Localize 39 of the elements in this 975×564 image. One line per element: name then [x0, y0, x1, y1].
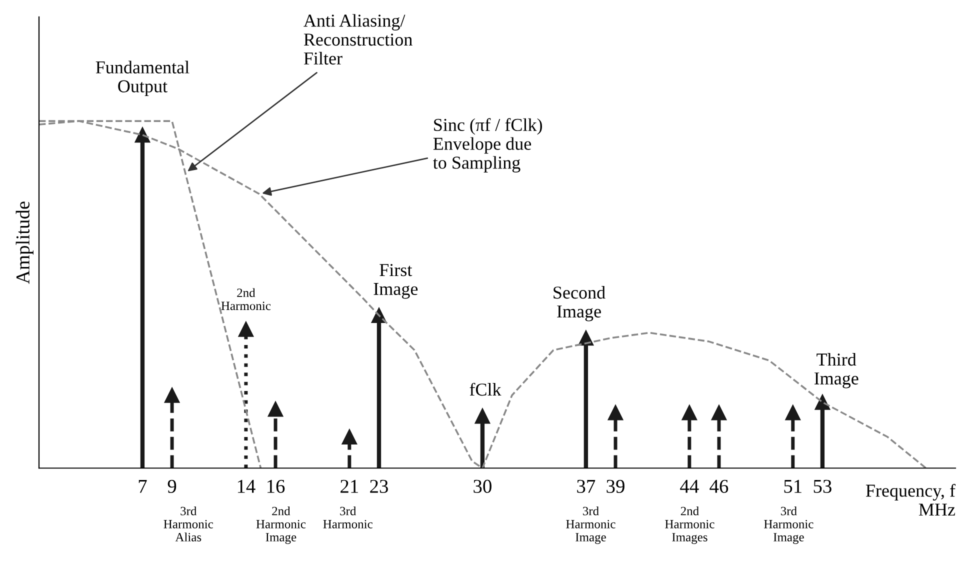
annotation: First Image: [374, 264, 418, 299]
x-tick-label: 14: [238, 480, 256, 493]
x-tick-label: 7: [138, 480, 147, 493]
annotation: Anti Aliasing/ Reconstruction Filter: [304, 14, 412, 65]
point: [682, 404, 698, 420]
x-tick-label: 46: [710, 480, 728, 493]
point: [608, 404, 624, 420]
text: 2nd Harmonic Images: [665, 506, 714, 544]
point: [342, 429, 358, 445]
x-tick-label: 53: [814, 480, 832, 493]
annotation: 2nd Harmonic: [221, 288, 271, 310]
x-tick-label: 51: [784, 480, 802, 493]
text: 3rd Harmonic Image: [764, 506, 814, 544]
annotation: Sinc (πf / fClk) Envelope due to Sampling: [433, 118, 542, 172]
x-tick-label: 39: [606, 480, 624, 493]
text: 3rd Harmonic Alias: [164, 506, 213, 542]
annotation: fClk: [470, 382, 502, 396]
x-tick-label: 37: [577, 480, 596, 493]
annotation: Third Image: [814, 352, 858, 388]
point: [474, 408, 490, 424]
x-axis-title: Frequency, f MHz: [866, 484, 956, 516]
point: [711, 404, 727, 420]
x-tick-label: 21: [340, 480, 358, 493]
x-tick-label: 23: [370, 480, 388, 493]
point: [785, 404, 801, 420]
x-tick-label: 16: [268, 480, 285, 493]
point: [164, 388, 180, 403]
text: 2nd Harmonic Image: [256, 506, 306, 544]
point: [134, 127, 150, 143]
y-axis-title: Amplitude: [16, 202, 34, 284]
text: 3rd Harmonic Image: [566, 506, 616, 544]
point: [268, 401, 284, 417]
annotation: Fundamental Output: [96, 60, 190, 96]
x-tick-label: 9: [168, 480, 176, 493]
point: [238, 322, 254, 337]
x-tick-label: 44: [680, 480, 699, 493]
annotation: Second Image: [554, 286, 606, 322]
text: 3rd Harmonic: [323, 506, 372, 528]
x-tick-label: 30: [474, 480, 492, 493]
